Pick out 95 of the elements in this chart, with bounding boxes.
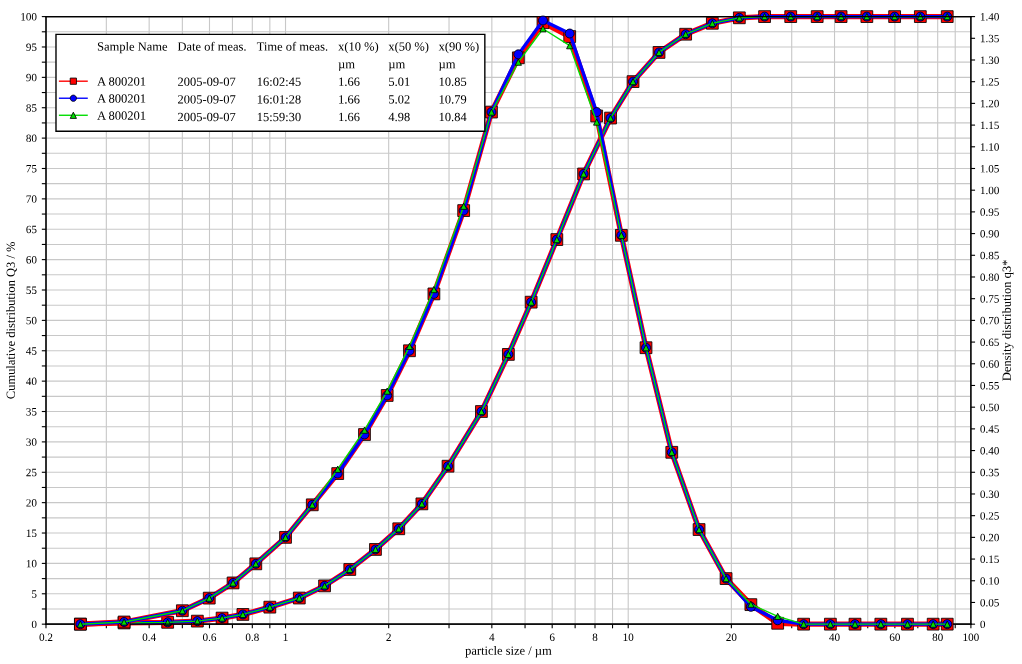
- x-tick-label: 2: [386, 633, 391, 641]
- y2-tick-label: 0.55: [980, 381, 999, 390]
- y2-tick-label: 0.85: [980, 251, 999, 260]
- annotation: 1.66: [339, 112, 360, 122]
- y2-tick-label: 0.80: [980, 273, 999, 281]
- y2-tick-label: 1.10: [980, 143, 999, 151]
- x-tick-label: 10: [623, 633, 634, 642]
- y-tick-label: 40: [26, 377, 37, 386]
- annotation: 1.66: [339, 77, 360, 86]
- annotation: µm: [338, 62, 355, 71]
- x-tick-label: 4: [489, 633, 495, 641]
- annotation: 5.01: [389, 77, 410, 86]
- y-tick-label: 5: [32, 590, 37, 598]
- y-tick-label: 70: [26, 195, 37, 203]
- x-tick-label: 0.6: [202, 633, 217, 642]
- y2-tick-label: 1.40: [980, 13, 999, 21]
- x-tick-label: 100: [963, 633, 979, 642]
- y2-tick-label: 0.45: [980, 425, 999, 433]
- y2-tick-label: 1.15: [980, 121, 999, 130]
- x-tick-label: 40: [829, 633, 840, 642]
- x-tick-label: 60: [889, 633, 901, 642]
- annotation: 10.79: [439, 95, 467, 104]
- y-tick-label: 95: [26, 43, 37, 51]
- annotation: µm: [388, 62, 406, 71]
- y2-tick-label: 0.25: [980, 512, 999, 520]
- y2-tick-label: 0.50: [980, 403, 999, 412]
- y2-tick-label: 1.25: [980, 78, 999, 86]
- annotation: 4.98: [388, 112, 410, 122]
- y2-tick-label: 0.30: [980, 490, 999, 498]
- annotation: x(50 %): [388, 41, 429, 54]
- y2-tick-label: 0.10: [980, 577, 999, 585]
- y-tick-label: 80: [26, 134, 37, 143]
- legend-label: A 800201: [97, 94, 146, 103]
- y-tick-label: 20: [26, 499, 37, 507]
- y2-tick-label: 1.20: [980, 99, 999, 108]
- y2-tick-label: 0.60: [980, 360, 999, 368]
- y-tick-label: 35: [26, 408, 37, 416]
- annotation: 16:01:28: [257, 95, 301, 104]
- y-tick-label: 75: [26, 165, 37, 173]
- annotation: µm: [438, 62, 456, 71]
- x-tick-label: 80: [932, 633, 943, 642]
- annotation: Sample Name: [97, 41, 168, 54]
- y-tick-label: 65: [26, 225, 37, 234]
- y2-tick-label: 1.00: [980, 186, 999, 195]
- annotation: 16:02:45: [257, 77, 301, 86]
- annotation: 2005-09-07: [178, 95, 236, 104]
- y2-tick-label: 0.05: [980, 598, 999, 607]
- y2-tick-label: 1.30: [980, 56, 999, 65]
- y2-tick-label: 0.20: [980, 533, 999, 542]
- y2-tick-label: 0.95: [980, 208, 999, 216]
- y-axis-title: Cumulative distribution Q3 / %: [6, 241, 17, 399]
- y-tick-label: 100: [21, 13, 37, 21]
- x-tick-label: 20: [726, 633, 737, 642]
- annotation: x(10 %): [338, 41, 379, 54]
- y-tick-label: 85: [26, 104, 37, 112]
- legend-label: A 800201: [97, 77, 146, 86]
- legend-label: A 800201: [97, 111, 146, 120]
- x-tick-label: 1: [283, 633, 288, 641]
- y-tick-label: 15: [26, 529, 37, 537]
- y2-tick-label: 0.90: [980, 230, 999, 238]
- x-axis-title: particle size / µm: [465, 646, 552, 658]
- annotation: x(90 %): [438, 41, 479, 54]
- y-tick-label: 90: [26, 73, 37, 82]
- y2-tick-label: 0.65: [980, 338, 999, 347]
- annotation: 10.85: [439, 77, 467, 86]
- x-tick-label: 0.2: [39, 633, 53, 642]
- y-tick-label: 30: [26, 438, 37, 446]
- x-tick-label: 6: [549, 633, 555, 642]
- annotation: 2005-09-07: [178, 112, 236, 122]
- y2-axis-title: Density distribution q3*: [1002, 260, 1014, 381]
- y2-tick-label: 1.35: [980, 34, 999, 43]
- y2-tick-label: 0.35: [980, 468, 999, 477]
- annotation: Date of meas.: [177, 41, 246, 51]
- x-tick-label: 8: [592, 633, 598, 642]
- x-tick-label: 0.8: [245, 633, 259, 642]
- annotation: 5.02: [389, 95, 410, 104]
- y-tick-label: 45: [26, 347, 37, 355]
- y2-tick-label: 0: [980, 620, 986, 629]
- y-tick-label: 55: [26, 286, 37, 294]
- y-tick-label: 50: [26, 316, 37, 325]
- y2-tick-label: 1.05: [980, 164, 999, 173]
- annotation: Time of meas.: [256, 41, 328, 51]
- annotation: 15:59:30: [257, 112, 301, 122]
- y-tick-label: 0: [31, 620, 37, 629]
- y-tick-label: 60: [26, 256, 37, 264]
- annotation: 1.66: [339, 95, 360, 104]
- y-tick-label: 10: [26, 559, 37, 568]
- y2-tick-label: 0.40: [980, 447, 999, 455]
- y-tick-label: 25: [26, 468, 37, 477]
- x-tick-label: 0.4: [142, 633, 156, 642]
- y2-tick-label: 0.75: [980, 295, 999, 303]
- y2-tick-label: 0.15: [980, 555, 999, 564]
- annotation: 2005-09-07: [178, 77, 236, 86]
- annotation: 10.84: [439, 112, 467, 122]
- y2-tick-label: 0.70: [980, 316, 999, 325]
